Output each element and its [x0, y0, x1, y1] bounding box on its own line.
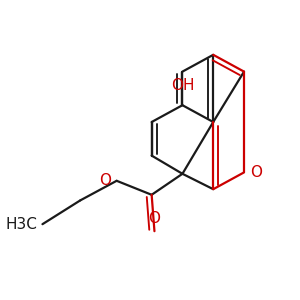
Text: O: O: [100, 173, 112, 188]
Text: O: O: [250, 165, 262, 180]
Text: OH: OH: [171, 78, 194, 93]
Text: O: O: [148, 211, 160, 226]
Text: H3C: H3C: [6, 217, 38, 232]
